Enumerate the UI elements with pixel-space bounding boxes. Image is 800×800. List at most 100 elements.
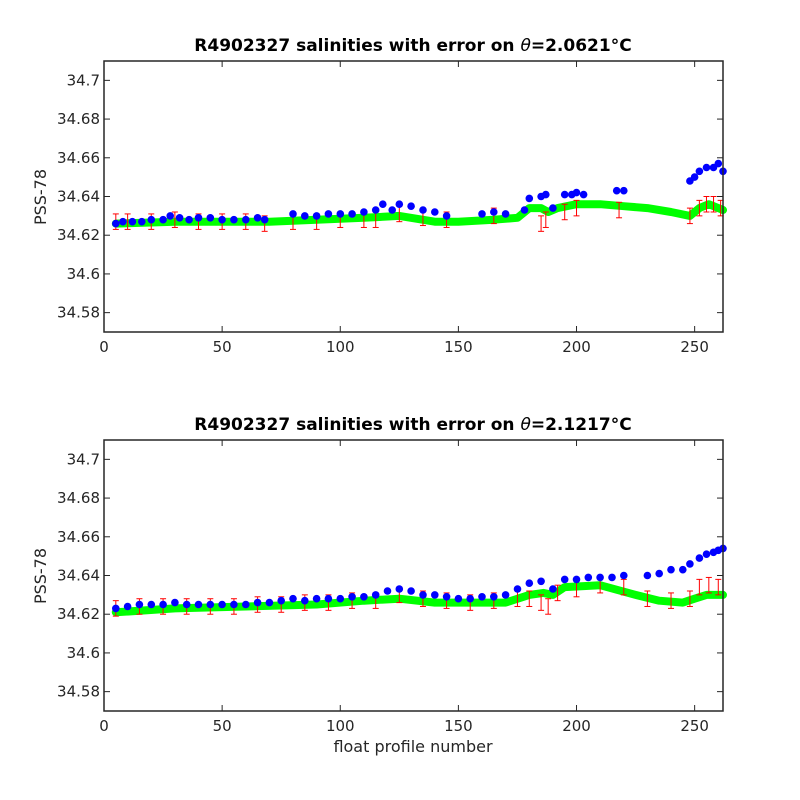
plot-top-ytick-label: 34.7 xyxy=(67,71,100,89)
plot-top-measured-point xyxy=(490,208,498,216)
plot-bottom-measured-point xyxy=(360,593,368,601)
plot-bottom-measured-point xyxy=(490,593,498,601)
plot-bottom-measured-point xyxy=(289,594,297,603)
plot-bottom-measured-point xyxy=(667,565,675,574)
plot-top-measured-point xyxy=(242,215,250,224)
plot-bottom-measured-point xyxy=(253,598,262,607)
plot-bottom-ytick-label: 34.62 xyxy=(57,605,100,623)
plot-bottom-error-bar xyxy=(644,590,651,607)
plot-top-error-bar xyxy=(171,211,178,228)
plot-top-ticks: 0 50 100 150 200 250 34.58 34.6 34.62 34.64 34.66 3… xyxy=(57,61,723,356)
plot-bottom-error-bar xyxy=(715,578,722,596)
plot-bottom-measured-point xyxy=(348,593,356,601)
plot-top-measured-point xyxy=(175,214,184,222)
plot-top-measured-point xyxy=(147,215,156,224)
plot-top-measured-point xyxy=(579,190,588,199)
plot-top-measured-point xyxy=(128,217,137,226)
plot-bottom-xtick-label: 50 xyxy=(213,717,232,735)
plot-top-xtick-label: 100 xyxy=(326,338,355,356)
plot-bottom-xtick-label: 250 xyxy=(680,717,709,735)
plot-bottom-ylabel: PSS-78 xyxy=(31,548,50,604)
plot-top-xtick-label: 50 xyxy=(213,338,232,356)
plot-top-measured-point xyxy=(159,215,167,224)
plot-bottom-ytick-label: 34.6 xyxy=(67,644,100,662)
plot-bottom-measured-point xyxy=(265,598,274,607)
plot-bottom-measured-point xyxy=(419,591,427,599)
plot-top-measured-point xyxy=(560,190,569,199)
plot-bottom-measured-point xyxy=(442,593,451,601)
plot-bottom-measured-point xyxy=(324,594,333,603)
plot-top-ytick-label: 34.58 xyxy=(57,304,100,322)
plot-bottom-measured-point xyxy=(182,600,191,609)
plot-bottom-xtick-label: 150 xyxy=(444,717,473,735)
plot-top-error-bar xyxy=(561,203,568,221)
plot-bottom-measured-point xyxy=(620,571,628,580)
plot-bottom-measured-point xyxy=(501,591,510,599)
plot-top-ytick-label: 34.6 xyxy=(67,265,100,283)
plot-top-xtick-label: 150 xyxy=(444,338,473,356)
plot-top-error-bar xyxy=(703,196,710,213)
plot-top-measured-point xyxy=(289,210,297,218)
plot-bottom: R4902327 salinities with error on θ=2.12… xyxy=(31,415,727,756)
plot-bottom-measured-point xyxy=(171,598,179,607)
plot-bottom-axes-box xyxy=(103,439,724,712)
plot-bottom-ytick-label: 34.66 xyxy=(57,528,100,546)
plot-top-error-bar xyxy=(616,201,623,219)
plot-bottom-measured-point xyxy=(702,550,711,558)
plot-top-measured-point xyxy=(185,215,193,224)
plot-top-measured-point xyxy=(395,200,404,208)
plot-top-measured-point xyxy=(478,210,486,218)
plot-top-measured-point xyxy=(620,186,628,195)
plot-bottom-measured-point xyxy=(643,571,652,580)
plot-bottom-measured-point xyxy=(135,600,144,609)
plot-bottom-measured-point xyxy=(147,600,156,609)
plot-bottom-error-bar xyxy=(705,576,712,594)
plot-bottom-error-bar xyxy=(554,584,561,602)
plot-bottom-measured-point xyxy=(525,579,534,587)
plot-top-measured-point xyxy=(714,159,723,168)
plot-bottom-measured-point xyxy=(312,594,321,603)
plot-bottom-ytick-label: 34.58 xyxy=(57,683,100,701)
plot-top-ytick-label: 34.62 xyxy=(57,226,100,244)
plot-top-error-bar xyxy=(710,196,717,213)
plot-bottom-measured-point xyxy=(112,604,120,613)
plot-top-xtick-label: 250 xyxy=(680,338,709,356)
plot-top-measured-point xyxy=(520,206,529,214)
plot-bottom-measured-point xyxy=(679,565,687,574)
plot-top-ylabel: PSS-78 xyxy=(31,169,50,225)
plot-top-measured-point xyxy=(194,214,203,222)
plot-bottom-measured-point xyxy=(301,596,309,605)
plot-top-error-bar xyxy=(686,207,693,225)
plot-bottom-measured-point xyxy=(686,560,694,568)
plot-bottom-error-bar xyxy=(686,590,693,607)
plot-top-measured-point xyxy=(312,212,321,220)
plot-bottom-measured-point xyxy=(513,585,522,593)
plot-top-measured-point xyxy=(218,215,226,224)
plot-top-measured-point xyxy=(419,206,427,214)
plot-top-measured-point xyxy=(324,210,333,218)
plot-bottom-measured-point xyxy=(560,575,569,584)
plot-bottom-measured-point xyxy=(159,600,167,609)
plot-top-error-bar xyxy=(124,213,131,230)
plot-top-measured-point xyxy=(348,210,356,218)
plot-top-measured-point xyxy=(572,188,581,197)
plot-top-measured-point xyxy=(542,190,550,199)
plot-bottom-error-bar xyxy=(545,598,552,615)
plot-top-ytick-label: 34.66 xyxy=(57,149,100,167)
plot-top-measured-point xyxy=(525,194,534,203)
plot-top-error-bar xyxy=(542,211,549,228)
plot-bottom-measured-point xyxy=(277,596,286,605)
plot-bottom-measured-point xyxy=(194,600,203,609)
plot-top-ytick-label: 34.64 xyxy=(57,188,100,206)
plot-top-error-bar xyxy=(696,199,703,217)
plot-bottom-error-bar xyxy=(696,578,703,596)
plot-bottom-xtick-label: 100 xyxy=(326,717,355,735)
plot-top-measured-point xyxy=(549,204,557,212)
plot-bottom-xlabel: float profile number xyxy=(333,737,493,756)
plot-bottom-ytick-label: 34.7 xyxy=(67,450,100,468)
plot-bottom-measured-point xyxy=(395,585,404,593)
plot-bottom-measured-point xyxy=(454,594,463,603)
plot-top-measured-point xyxy=(138,217,146,226)
